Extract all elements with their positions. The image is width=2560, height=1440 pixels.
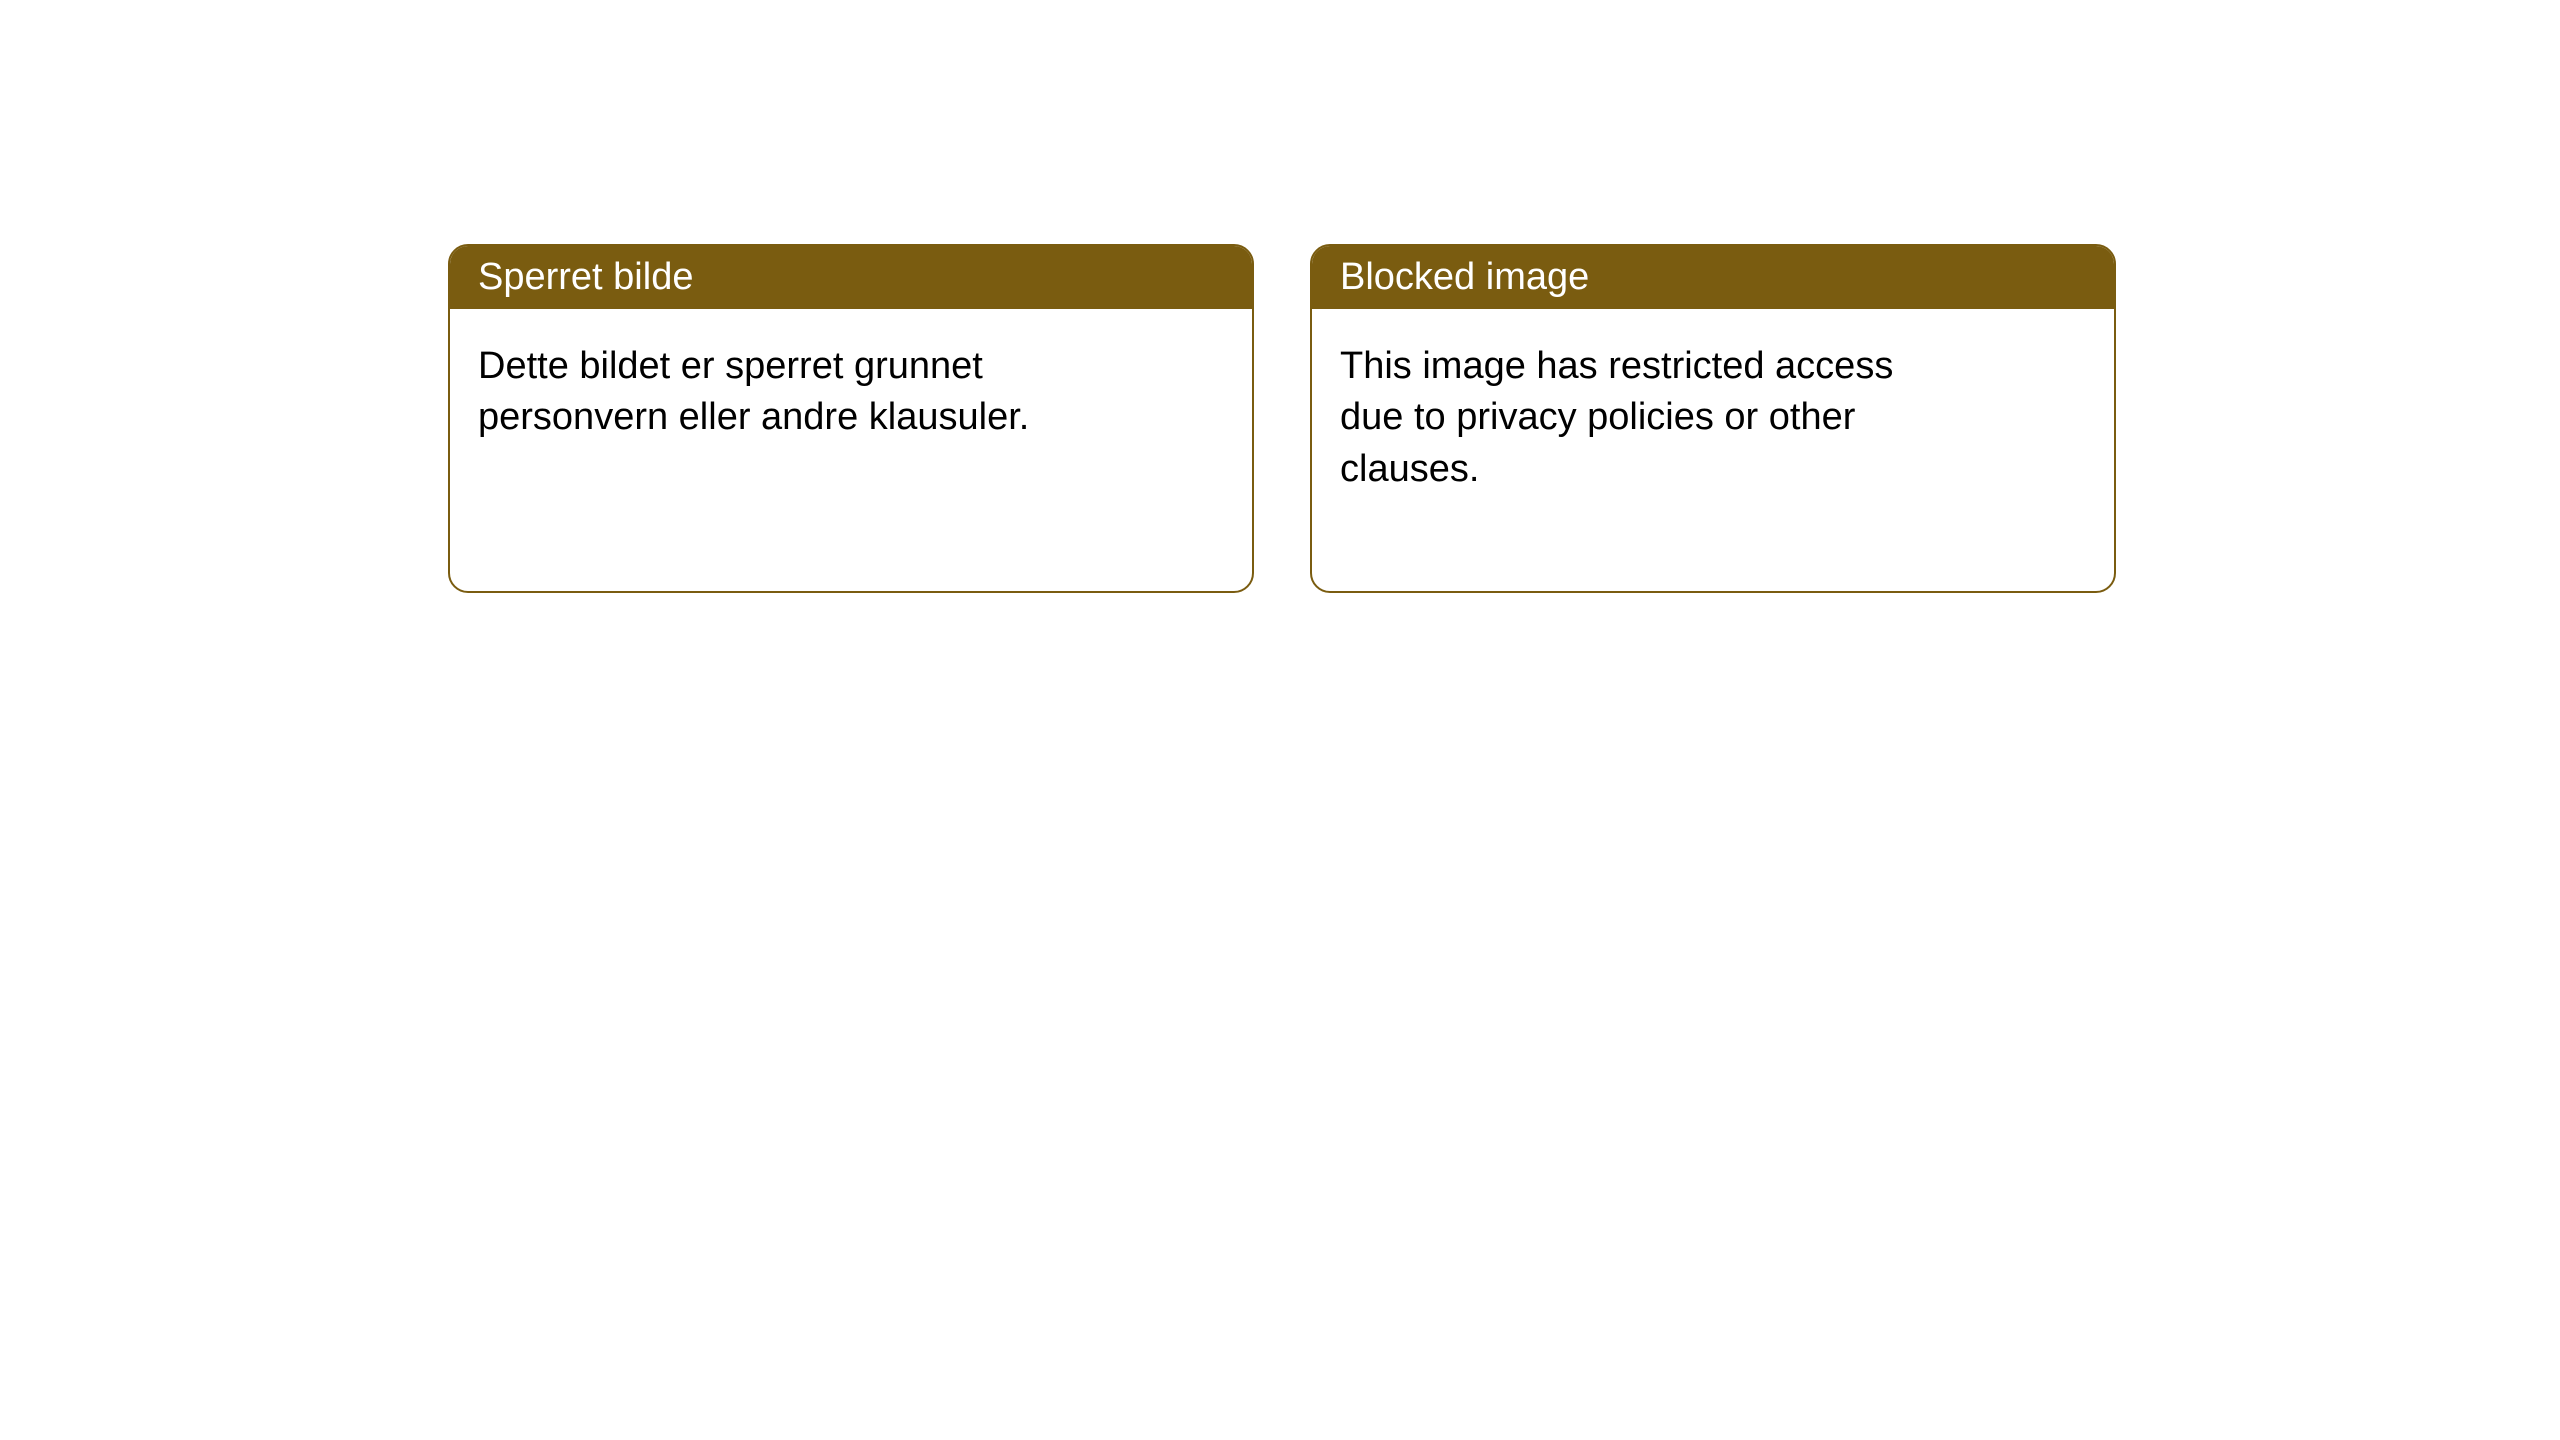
notice-body-english: This image has restricted access due to … <box>1312 309 1992 591</box>
notice-title-norwegian: Sperret bilde <box>478 256 693 298</box>
notice-text-english: This image has restricted access due to … <box>1340 345 1893 490</box>
notice-header-english: Blocked image <box>1312 246 2114 309</box>
notice-header-norwegian: Sperret bilde <box>450 246 1252 309</box>
notice-body-norwegian: Dette bildet er sperret grunnet personve… <box>450 309 1130 540</box>
notice-card-english: Blocked image This image has restricted … <box>1310 244 2116 593</box>
notices-container: Sperret bilde Dette bildet er sperret gr… <box>0 0 2560 593</box>
notice-card-norwegian: Sperret bilde Dette bildet er sperret gr… <box>448 244 1254 593</box>
notice-text-norwegian: Dette bildet er sperret grunnet personve… <box>478 345 1029 438</box>
notice-title-english: Blocked image <box>1340 256 1589 298</box>
